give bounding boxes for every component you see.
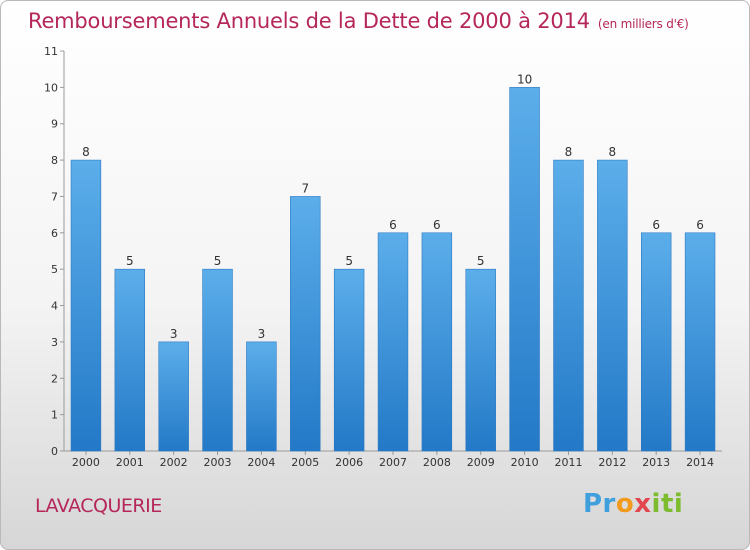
y-tick-label: 4 bbox=[51, 300, 58, 313]
bar-2003 bbox=[202, 268, 233, 452]
y-tick-label: 5 bbox=[51, 263, 58, 276]
x-tick-label: 2011 bbox=[554, 456, 582, 469]
bar-value-label: 10 bbox=[517, 72, 532, 86]
bar-value-label: 7 bbox=[301, 181, 309, 195]
x-tick-label: 2001 bbox=[116, 456, 144, 469]
y-tick-label: 2 bbox=[51, 372, 58, 385]
x-tick-label: 2009 bbox=[467, 456, 495, 469]
bar-2000 bbox=[70, 159, 102, 452]
logo-part-3: x bbox=[634, 489, 652, 519]
y-tick-label: 11 bbox=[44, 45, 58, 58]
y-tick-label: 3 bbox=[51, 336, 58, 349]
x-tick-label: 2012 bbox=[598, 456, 626, 469]
bar-2004 bbox=[246, 341, 277, 452]
bar-value-label: 5 bbox=[345, 254, 353, 268]
bar-value-label: 8 bbox=[609, 145, 617, 159]
y-tick-label: 8 bbox=[51, 154, 58, 167]
y-tick-label: 7 bbox=[51, 190, 58, 203]
x-tick-label: 2008 bbox=[423, 456, 451, 469]
x-tick-label: 2002 bbox=[160, 456, 188, 469]
bar-2002 bbox=[158, 341, 189, 452]
y-tick-label: 0 bbox=[51, 445, 58, 458]
bar-2012 bbox=[597, 159, 628, 452]
bar-2010 bbox=[509, 87, 540, 452]
commune-name: LAVACQUERIE bbox=[35, 495, 162, 517]
bar-2001 bbox=[114, 268, 146, 452]
y-tick-label: 1 bbox=[51, 409, 58, 422]
proxiti-logo[interactable]: Proxiti bbox=[583, 489, 683, 519]
y-tick-label: 10 bbox=[44, 81, 58, 94]
bar-value-label: 6 bbox=[696, 218, 704, 232]
bar-value-label: 6 bbox=[652, 218, 660, 232]
bar-value-label: 3 bbox=[170, 327, 178, 341]
bar-value-label: 5 bbox=[214, 254, 222, 268]
bar-2006 bbox=[333, 268, 365, 452]
logo-part-2: o bbox=[615, 489, 635, 519]
logo-part-1: Pr bbox=[583, 489, 616, 519]
x-tick-label: 2005 bbox=[291, 456, 319, 469]
bar-value-label: 8 bbox=[82, 145, 90, 159]
bar-value-label: 8 bbox=[565, 145, 573, 159]
y-tick-label: 6 bbox=[51, 227, 58, 240]
x-tick-label: 2003 bbox=[204, 456, 232, 469]
bar-value-label: 5 bbox=[126, 254, 134, 268]
bar-2009 bbox=[465, 268, 496, 452]
bar-value-label: 5 bbox=[477, 254, 485, 268]
chart-title-text: Remboursements Annuels de la Dette de 20… bbox=[28, 9, 590, 33]
x-tick-label: 2006 bbox=[335, 456, 363, 469]
bar-2011 bbox=[553, 159, 584, 452]
x-tick-label: 2004 bbox=[247, 456, 275, 469]
bar-value-label: 6 bbox=[389, 218, 397, 232]
bar-value-label: 6 bbox=[433, 218, 441, 232]
x-tick-label: 2000 bbox=[72, 456, 100, 469]
x-tick-label: 2007 bbox=[379, 456, 407, 469]
logo-part-4: iti bbox=[651, 489, 684, 519]
chart-title: Remboursements Annuels de la Dette de 20… bbox=[28, 9, 689, 33]
x-tick-label: 2013 bbox=[642, 456, 670, 469]
x-tick-label: 2014 bbox=[686, 456, 714, 469]
bar-2005 bbox=[290, 196, 321, 452]
bar-value-label: 3 bbox=[258, 327, 266, 341]
bar-2008 bbox=[421, 232, 453, 452]
x-tick-label: 2010 bbox=[511, 456, 539, 469]
bar-2013 bbox=[640, 232, 672, 452]
chart-unit: (en milliers d'€) bbox=[597, 17, 689, 31]
y-tick-label: 9 bbox=[51, 118, 58, 131]
bar-chart: 0 1 2 3 4 5 6 7 8 9 10 11 2000 2001 2002 2003 2004 2005 20… bbox=[44, 45, 722, 469]
bar-2014 bbox=[684, 232, 716, 452]
bar-2007 bbox=[377, 232, 409, 452]
